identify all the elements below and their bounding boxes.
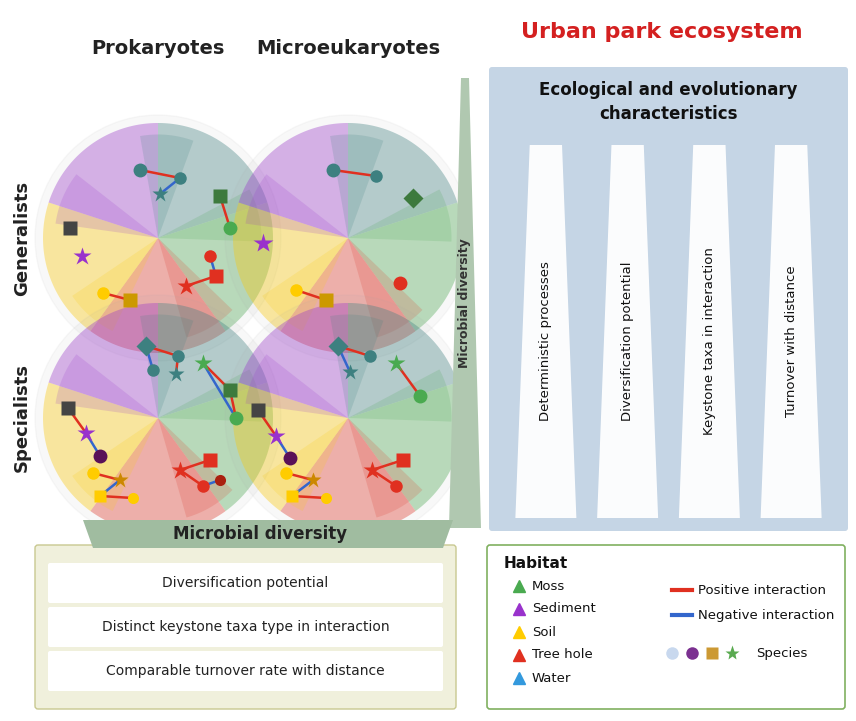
Text: Comparable turnover rate with distance: Comparable turnover rate with distance bbox=[106, 664, 385, 678]
Polygon shape bbox=[281, 238, 416, 353]
Polygon shape bbox=[140, 314, 193, 418]
Polygon shape bbox=[679, 145, 740, 518]
Polygon shape bbox=[449, 78, 481, 528]
Text: Prokaryotes: Prokaryotes bbox=[92, 38, 224, 58]
Polygon shape bbox=[43, 382, 158, 511]
Text: Ecological and evolutionary
characteristics: Ecological and evolutionary characterist… bbox=[539, 81, 798, 123]
Text: Urban park ecosystem: Urban park ecosystem bbox=[521, 22, 803, 42]
Polygon shape bbox=[233, 203, 348, 331]
Polygon shape bbox=[330, 314, 383, 418]
Polygon shape bbox=[239, 303, 348, 418]
Polygon shape bbox=[158, 123, 267, 238]
Polygon shape bbox=[49, 303, 158, 418]
Text: Species: Species bbox=[756, 647, 807, 660]
Polygon shape bbox=[262, 238, 348, 331]
Polygon shape bbox=[246, 354, 348, 418]
Polygon shape bbox=[158, 418, 233, 518]
Text: Tree hole: Tree hole bbox=[532, 648, 592, 661]
Text: Deterministic processes: Deterministic processes bbox=[539, 262, 552, 422]
Polygon shape bbox=[140, 135, 193, 238]
Text: Distinct keystone taxa type in interaction: Distinct keystone taxa type in interacti… bbox=[102, 620, 389, 634]
Circle shape bbox=[35, 295, 281, 541]
Polygon shape bbox=[158, 303, 267, 418]
Polygon shape bbox=[348, 203, 463, 331]
Text: Specialists: Specialists bbox=[13, 363, 31, 472]
Polygon shape bbox=[348, 369, 451, 422]
Polygon shape bbox=[158, 203, 273, 331]
FancyBboxPatch shape bbox=[48, 607, 443, 647]
Polygon shape bbox=[158, 369, 261, 422]
Text: Negative interaction: Negative interaction bbox=[698, 609, 835, 622]
Text: Keystone taxa in interaction: Keystone taxa in interaction bbox=[703, 247, 716, 435]
Text: Microeukaryotes: Microeukaryotes bbox=[256, 38, 440, 58]
Polygon shape bbox=[56, 354, 158, 418]
Circle shape bbox=[225, 295, 471, 541]
Text: Generalists: Generalists bbox=[13, 180, 31, 296]
Polygon shape bbox=[348, 303, 457, 418]
Polygon shape bbox=[597, 145, 658, 518]
Circle shape bbox=[35, 115, 281, 361]
Polygon shape bbox=[348, 238, 423, 337]
Polygon shape bbox=[348, 190, 451, 242]
Polygon shape bbox=[262, 418, 348, 511]
Text: Water: Water bbox=[532, 671, 571, 684]
Polygon shape bbox=[246, 174, 348, 238]
Text: Habitat: Habitat bbox=[504, 555, 568, 570]
Circle shape bbox=[225, 115, 471, 361]
Polygon shape bbox=[158, 382, 273, 511]
Text: Microbial diversity: Microbial diversity bbox=[459, 238, 472, 368]
Polygon shape bbox=[348, 123, 457, 238]
Polygon shape bbox=[348, 382, 463, 511]
Text: Diversification potential: Diversification potential bbox=[621, 262, 634, 421]
FancyBboxPatch shape bbox=[489, 67, 848, 531]
Polygon shape bbox=[91, 238, 226, 353]
Polygon shape bbox=[515, 145, 576, 518]
Polygon shape bbox=[91, 418, 226, 533]
Polygon shape bbox=[49, 123, 158, 238]
Text: Turnover with distance: Turnover with distance bbox=[785, 265, 798, 417]
Polygon shape bbox=[56, 174, 158, 238]
Polygon shape bbox=[158, 238, 233, 337]
Text: Positive interaction: Positive interaction bbox=[698, 583, 826, 596]
FancyBboxPatch shape bbox=[487, 545, 845, 709]
Polygon shape bbox=[43, 203, 158, 331]
Text: Moss: Moss bbox=[532, 580, 565, 593]
FancyBboxPatch shape bbox=[48, 651, 443, 691]
Polygon shape bbox=[761, 145, 822, 518]
FancyBboxPatch shape bbox=[35, 545, 456, 709]
Text: Microbial diversity: Microbial diversity bbox=[174, 525, 348, 543]
Polygon shape bbox=[281, 418, 416, 533]
Polygon shape bbox=[72, 418, 158, 511]
Polygon shape bbox=[72, 238, 158, 331]
Text: Soil: Soil bbox=[532, 626, 556, 639]
Text: Sediment: Sediment bbox=[532, 603, 596, 616]
Polygon shape bbox=[158, 190, 261, 242]
Polygon shape bbox=[233, 382, 348, 511]
Polygon shape bbox=[330, 135, 383, 238]
Polygon shape bbox=[348, 418, 423, 518]
FancyBboxPatch shape bbox=[48, 563, 443, 603]
Text: Diversification potential: Diversification potential bbox=[163, 576, 329, 590]
Polygon shape bbox=[239, 123, 348, 238]
Polygon shape bbox=[83, 520, 453, 548]
